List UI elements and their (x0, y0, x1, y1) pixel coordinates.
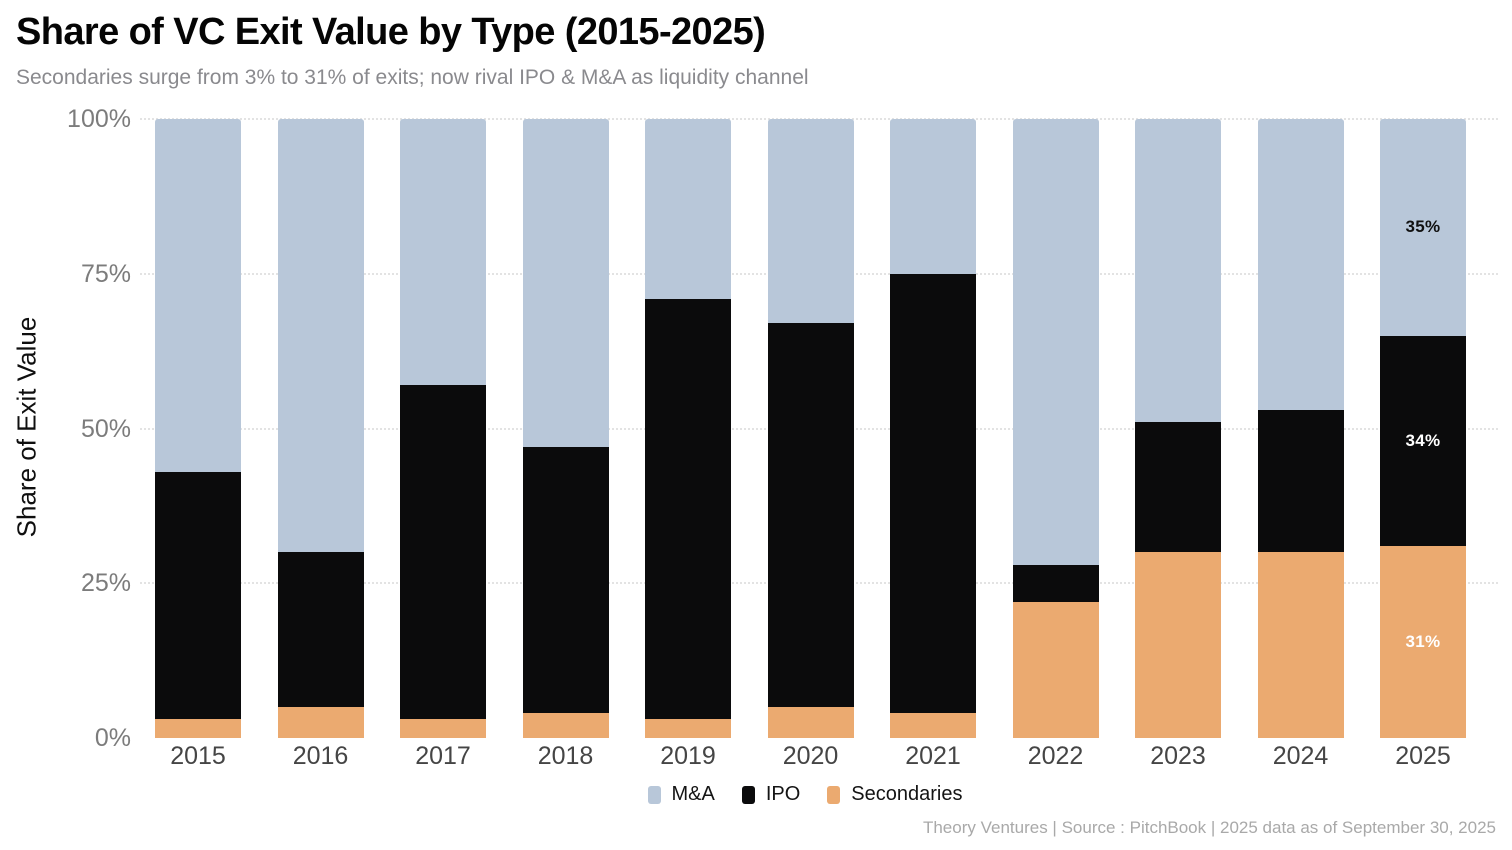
bar-2017-ipo-segment (400, 385, 486, 720)
bar-label-2025-ma: 35% (1405, 217, 1441, 237)
bar-2019-secondaries-segment (645, 719, 731, 738)
bar-2016-ipo-segment (277, 552, 364, 708)
bar-2022-secondaries-segment (1012, 601, 1099, 738)
y-tick-25: 25% (80, 569, 131, 598)
bar-2023-ma-segment (1135, 119, 1221, 423)
bar-2019-ma-segment (645, 119, 731, 299)
bar-2019-ipo-segment (645, 298, 731, 720)
bar-2023-secondaries-segment (1135, 552, 1221, 738)
legend-swatch-ipo (741, 785, 755, 804)
x-tick-2016: 2016 (292, 742, 349, 770)
legend-swatch-ma (647, 785, 661, 804)
bar-label-2025-ipo: 34% (1405, 430, 1441, 450)
legend-label-secondaries: Secondaries (851, 783, 963, 805)
x-tick-2020: 2020 (782, 742, 839, 770)
legend-item-ma: M&A (647, 783, 715, 806)
bar-2021-ma-segment (890, 119, 976, 274)
source-credit: Theory Ventures | Source : PitchBook | 2… (922, 818, 1496, 837)
bar-2025-ipo-segment: 34% (1380, 335, 1466, 547)
legend-swatch-secondaries (827, 785, 841, 804)
bar-2021-secondaries-segment (890, 713, 976, 738)
y-tick-75: 75% (80, 259, 131, 288)
bar-2024-ma-segment (1257, 119, 1344, 410)
x-tick-2022: 2022 (1027, 742, 1084, 770)
bar-2022 (1012, 119, 1099, 738)
bar-2020-secondaries-segment (767, 707, 854, 738)
bar-2020-ipo-segment (767, 323, 854, 708)
bar-2021-ipo-segment (890, 273, 976, 714)
bar-2024-secondaries-segment (1257, 552, 1344, 738)
bar-2017 (400, 119, 486, 738)
bar-2020 (767, 119, 854, 738)
bar-2018-ipo-segment (522, 447, 609, 714)
bar-2024-ipo-segment (1257, 409, 1344, 553)
bar-2025-ma-segment: 35% (1380, 119, 1466, 336)
bar-2017-secondaries-segment (400, 719, 486, 738)
legend-item-secondaries: Secondaries (827, 783, 962, 806)
bar-2021 (890, 119, 976, 738)
bar-2018 (522, 119, 609, 738)
legend: M&A IPO Secondaries (49, 783, 1512, 806)
bar-2017-ma-segment (400, 119, 486, 386)
bar-2016 (277, 119, 364, 738)
bar-2022-ipo-segment (1012, 564, 1099, 602)
x-tick-2021: 2021 (905, 742, 961, 770)
x-tick-2024: 2024 (1272, 742, 1329, 770)
bar-2025: 35% 34% 31% (1380, 119, 1466, 738)
bar-2023 (1135, 119, 1221, 738)
legend-item-ipo: IPO (741, 783, 801, 806)
legend-label-ma: M&A (671, 783, 715, 805)
bar-2023-ipo-segment (1135, 422, 1221, 553)
bar-2016-ma-segment (277, 119, 364, 553)
x-tick-2025: 2025 (1395, 742, 1451, 770)
bar-2022-ma-segment (1012, 119, 1099, 565)
y-tick-100: 100% (67, 105, 131, 133)
y-tick-0: 0% (94, 724, 131, 752)
y-tick-50: 50% (80, 414, 131, 443)
x-tick-2018: 2018 (537, 742, 594, 770)
bar-2015-ma-segment (155, 119, 241, 472)
page-title: Share of VC Exit Value by Type (2015-202… (16, 11, 766, 53)
bar-2018-secondaries-segment (522, 713, 609, 738)
plot-area: 35% 34% 31% (0, 118, 1512, 738)
bar-2025-secondaries-segment: 31% (1380, 546, 1466, 738)
bar-2019 (645, 119, 731, 738)
legend-label-ipo: IPO (765, 783, 801, 805)
bar-2015-secondaries-segment (155, 719, 241, 738)
bar-label-2025-secondaries: 31% (1405, 632, 1441, 652)
bar-2018-ma-segment (522, 119, 609, 448)
bar-2015-ipo-segment (155, 471, 241, 720)
x-tick-2019: 2019 (660, 742, 716, 770)
bar-2020-ma-segment (767, 119, 854, 324)
x-tick-2023: 2023 (1150, 742, 1206, 770)
chart-subtitle: Secondaries surge from 3% to 31% of exit… (16, 66, 809, 89)
bar-2015 (155, 119, 241, 738)
bar-2024 (1257, 119, 1344, 738)
bar-2016-secondaries-segment (277, 707, 364, 738)
x-tick-2017: 2017 (415, 742, 471, 770)
x-tick-2015: 2015 (170, 742, 226, 770)
